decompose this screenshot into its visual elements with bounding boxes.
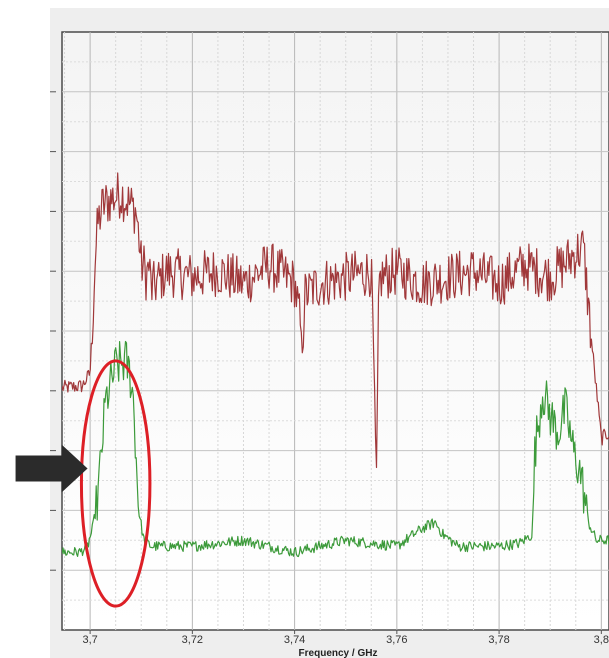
x-tick-label: 3,76 (386, 634, 407, 646)
x-axis-tick-labels: 3,7 3,72 3,74 3,76 3,78 3,8 (82, 630, 609, 646)
x-axis-title: Frequency / GHz (299, 648, 378, 658)
annotations (15, 359, 152, 608)
y-axis-ticks (50, 91, 56, 571)
pointer-arrow (15, 444, 88, 493)
series-line-2 (62, 340, 609, 558)
series-line-1 (62, 172, 609, 469)
x-tick-label: 3,8 (594, 634, 609, 646)
x-tick-label: 3,74 (284, 634, 305, 646)
x-tick-label: 3,78 (488, 634, 509, 646)
highlight-ellipse (79, 359, 152, 608)
x-tick-label: 3,7 (82, 634, 97, 646)
x-tick-label: 3,72 (182, 634, 203, 646)
grid (62, 32, 609, 630)
series-group (62, 172, 609, 558)
